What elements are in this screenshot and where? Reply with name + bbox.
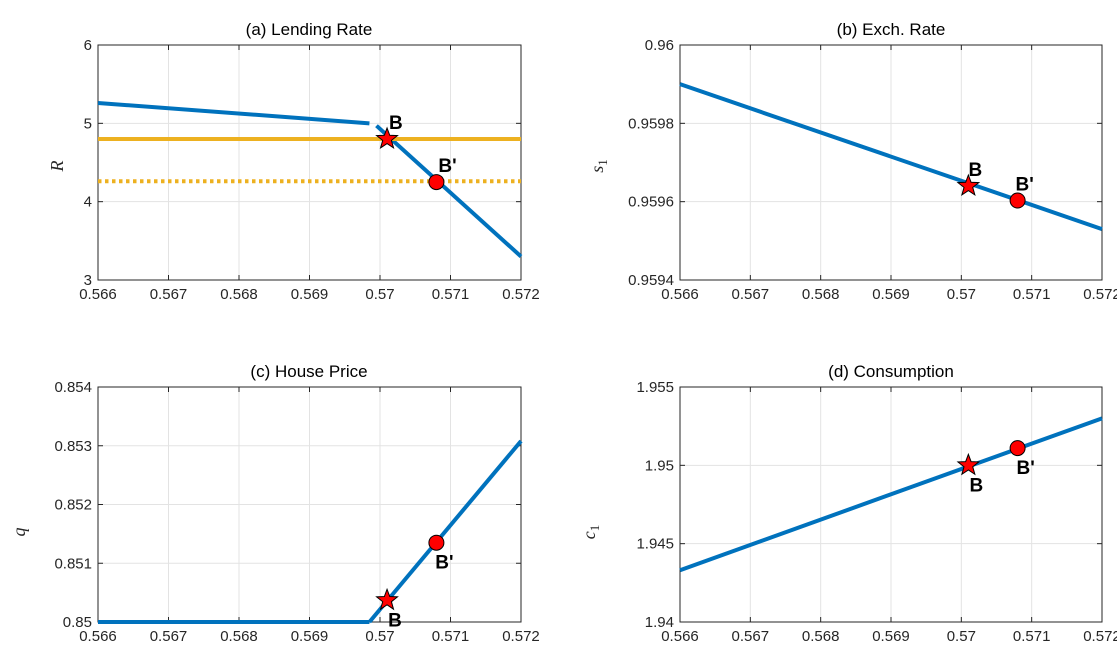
x-tick-label: 0.571 (432, 286, 470, 303)
panel-title: (a) Lending Rate (246, 20, 373, 39)
series-line (679, 416, 1103, 573)
panel-house-price: (c) House Price q 0.566 0.567 0.568 0.569 0.… (9, 362, 540, 645)
x-tick-label: 0.568 (802, 628, 840, 645)
point-label: B' (1016, 458, 1034, 479)
y-axis-symbol: s (587, 166, 607, 173)
x-tick-label: 0.572 (502, 286, 540, 303)
y-tick-label: 0.9598 (628, 115, 674, 132)
point-label: B (389, 113, 403, 134)
x-tick-label: 0.566 (79, 628, 117, 645)
y-tick-label: 1.945 (636, 536, 674, 553)
x-tick-label: 0.572 (1083, 286, 1117, 303)
y-tick-label: 1.94 (645, 614, 674, 631)
y-tick-label: 1.95 (645, 457, 674, 474)
circle-marker (428, 174, 445, 191)
point-label: B (969, 475, 983, 496)
x-tick-label: 0.567 (150, 286, 188, 303)
point-label: B (968, 160, 982, 181)
panel-title: (b) Exch. Rate (837, 20, 946, 39)
y-tick-label: 0.85 (63, 614, 92, 631)
x-tick-label: 0.569 (291, 286, 329, 303)
circle-marker (1009, 192, 1026, 209)
plot-area: 0.566 0.567 0.568 0.569 0.57 0.571 0.572 0.9594… (628, 37, 1117, 303)
x-tick-label: 0.57 (947, 628, 976, 645)
y-axis-symbol: c (579, 531, 599, 539)
x-tick-label: 0.569 (872, 628, 910, 645)
star-marker (956, 452, 981, 476)
star-marker (375, 126, 399, 150)
y-axis-label: c1 (579, 525, 602, 540)
series-line (97, 100, 370, 126)
y-tick-label: 0.9594 (628, 272, 674, 289)
y-tick-label: 3 (84, 272, 92, 289)
plot-area: 0.566 0.567 0.568 0.569 0.57 0.571 0.572 1.94 1.… (636, 379, 1117, 645)
y-tick-label: 1.955 (636, 379, 674, 396)
panel-title: (d) Consumption (828, 362, 954, 381)
x-tick-label: 0.571 (1013, 286, 1051, 303)
x-tick-label: 0.567 (150, 628, 188, 645)
circle-marker (428, 534, 445, 551)
y-axis-symbol: R (47, 161, 67, 173)
x-tick-label: 0.571 (1013, 628, 1051, 645)
y-axis-label: q (9, 528, 29, 537)
series-line (367, 439, 523, 624)
x-tick-label: 0.568 (220, 628, 258, 645)
series-line (375, 124, 523, 258)
x-tick-label: 0.567 (732, 286, 770, 303)
series-line (679, 82, 1103, 231)
x-tick-label: 0.568 (802, 286, 840, 303)
y-tick-label: 0.854 (54, 379, 92, 396)
star-marker (956, 173, 981, 197)
x-tick-label: 0.568 (220, 286, 258, 303)
y-axis-symbol: q (9, 528, 29, 537)
y-tick-label: 0.851 (54, 555, 92, 572)
panel-exchange-rate: (b) Exch. Rate s1 0.566 0.567 0.568 0.569 0.… (587, 20, 1117, 303)
plot-area: 0.566 0.567 0.568 0.569 0.57 0.571 0.572 3 4 5 6 B B… (79, 37, 540, 303)
x-tick-label: 0.571 (432, 628, 470, 645)
x-tick-label: 0.57 (365, 286, 394, 303)
x-tick-label: 0.569 (872, 286, 910, 303)
y-tick-label: 0.852 (54, 497, 92, 514)
y-axis-subscript: 1 (595, 159, 610, 166)
x-tick-label: 0.57 (365, 628, 394, 645)
y-tick-label: 0.96 (645, 37, 674, 54)
y-tick-label: 0.853 (54, 438, 92, 455)
y-axis-label: s1 (587, 159, 610, 173)
y-axis-subscript: 1 (587, 525, 602, 532)
panel-consumption: (d) Consumption c1 0.566 0.567 0.568 0.569 0… (579, 362, 1117, 645)
plot-area: 0.566 0.567 0.568 0.569 0.57 0.571 0.572 0.85 0.… (54, 379, 539, 645)
x-tick-label: 0.57 (947, 286, 976, 303)
x-tick-label: 0.566 (661, 628, 699, 645)
y-tick-label: 6 (84, 37, 92, 54)
point-label: B' (438, 156, 456, 177)
point-label: B' (435, 553, 453, 574)
star-marker (375, 587, 399, 611)
point-label: B (388, 610, 402, 631)
y-tick-label: 4 (84, 194, 92, 211)
panel-lending-rate: (a) Lending Rate R 0.566 0.567 0.568 0.569 0… (47, 20, 540, 303)
x-tick-label: 0.572 (1083, 628, 1117, 645)
x-tick-label: 0.572 (502, 628, 540, 645)
x-tick-label: 0.566 (79, 286, 117, 303)
y-tick-label: 0.9596 (628, 194, 674, 211)
x-tick-label: 0.567 (732, 628, 770, 645)
y-axis-label: R (47, 161, 67, 173)
panel-title: (c) House Price (250, 362, 367, 381)
point-label: B' (1015, 174, 1033, 195)
x-tick-label: 0.566 (661, 286, 699, 303)
x-tick-label: 0.569 (291, 628, 329, 645)
circle-marker (1009, 440, 1026, 457)
y-tick-label: 5 (84, 115, 92, 132)
